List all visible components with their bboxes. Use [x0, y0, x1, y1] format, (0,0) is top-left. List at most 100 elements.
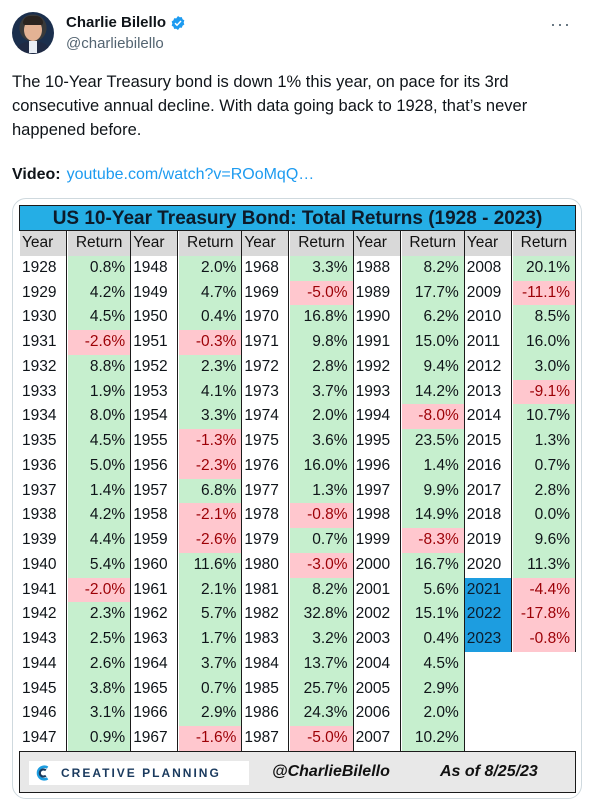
return-cell: 2.8% [290, 354, 354, 380]
return-cell: -5.0% [290, 280, 354, 306]
year-cell: 1947 [20, 726, 67, 751]
year-cell: 2005 [353, 676, 401, 702]
year-cell: 2023 [464, 627, 512, 652]
return-cell: -0.8% [290, 503, 354, 528]
year-cell: 1941 [20, 577, 67, 603]
header-year: Year [464, 231, 512, 256]
return-cell: -8.3% [401, 528, 465, 553]
year-cell: 2012 [464, 354, 512, 380]
footer-date: As of 8/25/23 [440, 763, 538, 780]
return-cell: -2.6% [179, 528, 243, 553]
return-cell: 4.2% [68, 280, 132, 306]
return-cell: 1.4% [401, 453, 465, 479]
return-cell: -1.6% [179, 726, 243, 751]
return-cell: 3.8% [68, 676, 132, 702]
year-cell: 2018 [464, 503, 512, 528]
return-cell: 2.3% [179, 354, 243, 380]
year-cell: 1995 [353, 429, 401, 454]
return-cell: 1.4% [68, 478, 132, 504]
year-cell: 1932 [20, 354, 67, 380]
return-cell: 4.5% [68, 429, 132, 454]
year-cell: 1944 [20, 651, 67, 677]
header-year: Year [131, 231, 179, 256]
header-return: Return [290, 231, 354, 256]
year-cell: 1952 [131, 354, 179, 380]
author-handle[interactable]: @charliebilello [66, 35, 164, 52]
year-cell: 1963 [131, 627, 179, 652]
year-cell: 1982 [242, 602, 290, 627]
return-cell: 8.8% [68, 354, 132, 380]
year-cell: 1971 [242, 330, 290, 355]
return-cell: 16.0% [290, 453, 354, 479]
year-cell: 1970 [242, 305, 290, 330]
year-cell: 1945 [20, 676, 67, 702]
header-return: Return [401, 231, 465, 256]
year-cell: 1955 [131, 429, 179, 454]
year-cell: 1972 [242, 354, 290, 380]
more-options-icon[interactable]: ··· [550, 14, 571, 34]
year-cell: 2020 [464, 552, 512, 578]
empty-cell [464, 701, 576, 726]
return-cell: 4.5% [68, 305, 132, 330]
return-cell: 3.0% [512, 354, 576, 380]
year-cell: 1936 [20, 453, 67, 479]
header-return: Return [68, 231, 132, 256]
return-cell: -4.4% [512, 577, 576, 603]
year-cell: 2000 [353, 552, 401, 578]
year-cell: 2004 [353, 651, 401, 677]
return-cell: 6.2% [401, 305, 465, 330]
return-cell: 8.0% [68, 404, 132, 429]
return-cell: 10.7% [512, 404, 576, 429]
return-cell: 3.2% [290, 627, 354, 652]
empty-cell [464, 726, 576, 751]
year-cell: 2001 [353, 577, 401, 603]
return-cell: 2.8% [512, 478, 576, 504]
return-cell: 5.7% [179, 602, 243, 627]
return-cell: 0.4% [179, 305, 243, 330]
year-cell: 1931 [20, 330, 67, 355]
author-name[interactable]: Charlie Bilello [66, 14, 167, 31]
return-cell: 1.3% [290, 478, 354, 504]
return-cell: 0.0% [512, 503, 576, 528]
year-cell: 1935 [20, 429, 67, 454]
return-cell: -11.1% [512, 280, 576, 306]
year-cell: 2015 [464, 429, 512, 454]
return-cell: 32.8% [290, 602, 354, 627]
year-cell: 1942 [20, 602, 67, 627]
return-cell: -9.1% [512, 379, 576, 405]
year-cell: 1964 [131, 651, 179, 677]
return-cell: 13.7% [290, 651, 354, 677]
year-cell: 2014 [464, 404, 512, 429]
year-cell: 1981 [242, 577, 290, 603]
return-cell: 9.9% [401, 478, 465, 504]
year-cell: 1978 [242, 503, 290, 528]
return-cell: 2.6% [68, 651, 132, 677]
year-cell: 2011 [464, 330, 512, 355]
year-cell: 2019 [464, 528, 512, 553]
media-card[interactable]: US 10-Year Treasury Bond: Total Returns … [12, 198, 582, 799]
year-cell: 2002 [353, 602, 401, 627]
video-link[interactable]: youtube.com/watch?v=ROoMqQ… [66, 166, 315, 183]
table-footer: CREATIVE PLANNING @CharlieBilello As of … [19, 751, 576, 793]
year-cell: 1996 [353, 453, 401, 479]
return-cell: 11.3% [512, 552, 576, 578]
return-cell: 25.7% [290, 676, 354, 702]
return-cell: 2.9% [179, 701, 243, 726]
return-cell: 2.0% [290, 404, 354, 429]
year-cell: 1988 [353, 255, 401, 281]
year-cell: 1984 [242, 651, 290, 677]
year-cell: 1937 [20, 478, 67, 504]
author-name-row[interactable]: Charlie Bilello [66, 14, 186, 31]
avatar[interactable] [12, 12, 54, 54]
return-cell: 16.0% [512, 330, 576, 355]
year-cell: 1967 [131, 726, 179, 751]
year-cell: 1983 [242, 627, 290, 652]
return-cell: -0.8% [512, 627, 576, 652]
empty-cell [464, 676, 576, 702]
return-cell: 8.2% [290, 577, 354, 603]
footer-handle: @CharlieBilello [272, 763, 390, 780]
return-cell: -5.0% [290, 726, 354, 751]
return-cell: 11.6% [179, 552, 243, 578]
year-cell: 1961 [131, 577, 179, 603]
year-cell: 2007 [353, 726, 401, 751]
